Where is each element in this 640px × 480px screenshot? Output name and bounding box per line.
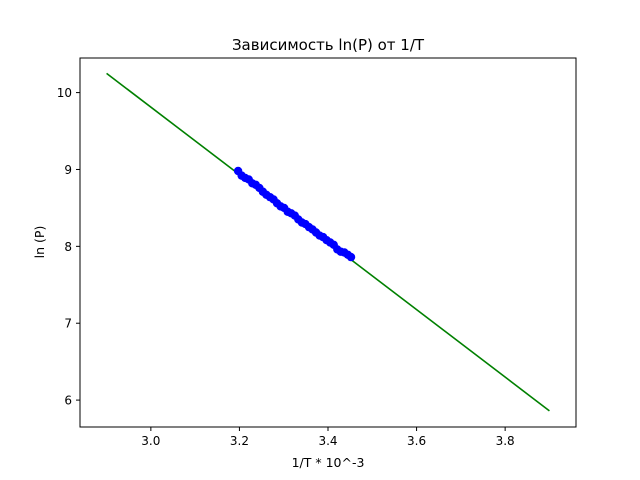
- x-tick-label: 3.8: [496, 434, 515, 448]
- y-tick-label: 6: [64, 394, 72, 408]
- y-tick-label: 10: [57, 86, 72, 100]
- y-axis-ticks: 6 7 8 9 10: [57, 86, 80, 408]
- chart-title: Зависимость ln(P) от 1/T: [232, 36, 425, 54]
- y-axis-label: ln (P): [32, 226, 47, 259]
- x-tick-label: 3.6: [407, 434, 426, 448]
- y-tick-label: 9: [64, 163, 72, 177]
- plot-area: [106, 72, 550, 412]
- y-tick-label: 8: [64, 240, 72, 254]
- x-axis-ticks: 3.0 3.2 3.4 3.6 3.8: [141, 427, 515, 448]
- x-tick-label: 3.0: [141, 434, 160, 448]
- y-tick-label: 7: [64, 317, 72, 331]
- x-tick-label: 3.2: [230, 434, 249, 448]
- data-point: [346, 252, 356, 262]
- x-axis-label: 1/T * 10^-3: [292, 455, 365, 470]
- x-tick-label: 3.4: [318, 434, 337, 448]
